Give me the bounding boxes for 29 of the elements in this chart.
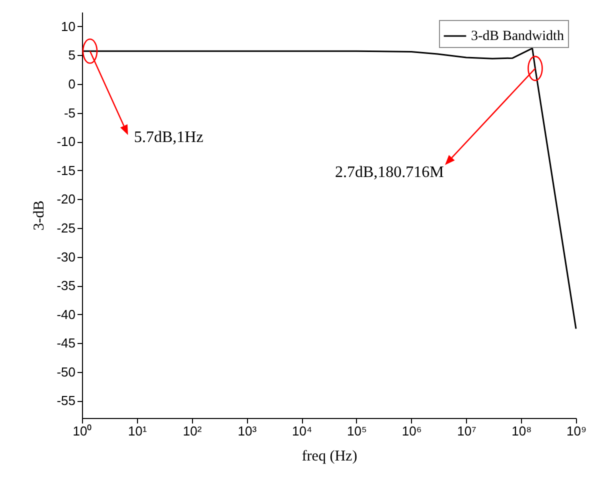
y-tick-label: 0 [68,76,76,92]
x-tick-label: 10⁶ [402,424,422,438]
y-tick-label: -35 [56,278,76,294]
x-tick-label: 10⁵ [347,424,367,438]
x-tick-label: 10⁴ [292,424,312,438]
annotation: 2.7dB,180.716M [335,164,444,181]
y-axis-title: 3-dB [32,200,48,230]
x-tick-label: 10⁰ [72,424,92,438]
x-tick-label: 10⁹ [566,424,587,438]
y-tick-label: -30 [56,249,76,264]
x-tick-label: 10⁷ [457,424,477,438]
y-tick-label: -5 [64,105,76,120]
y-tick-label: -10 [56,134,76,150]
y-tick-label: -45 [56,336,76,351]
x-tick-label: 10³ [238,424,258,438]
y-tick-label: -20 [56,192,76,207]
x-tick-label: 10¹ [128,424,148,438]
x-tick-label: 10⁸ [512,424,532,438]
y-tick-label: 10 [61,18,76,34]
y-tick-label: 5 [68,48,76,63]
y-tick-label: -40 [56,306,76,322]
y-tick-label: -50 [56,364,76,380]
x-axis-title: freq (Hz) [302,448,358,464]
y-tick-label: -25 [56,220,76,236]
legend-label: 3-dB Bandwidth [471,29,564,44]
x-tick-label: 10² [182,424,202,438]
y-tick-label: -15 [56,162,76,178]
y-tick-label: -55 [56,393,76,408]
annotation: 5.7dB,1Hz [134,129,204,146]
